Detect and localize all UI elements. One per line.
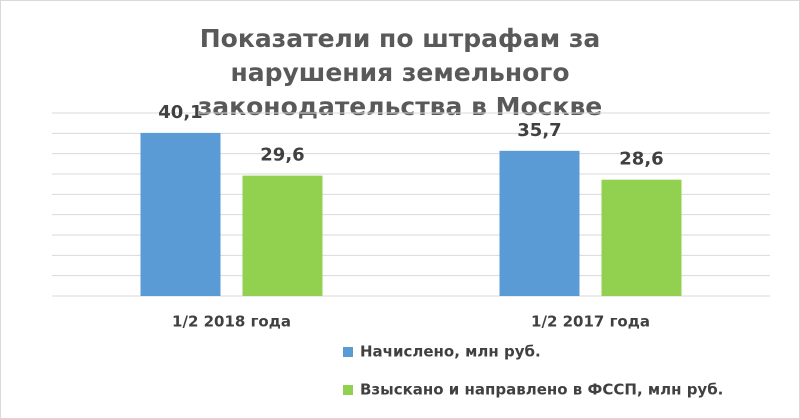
legend-swatch [343, 347, 353, 357]
legend-swatch [343, 385, 353, 395]
x-tick-label: 1/2 2018 года [172, 313, 291, 331]
value-label: 40,1 [158, 102, 202, 123]
bar [601, 179, 682, 296]
value-label: 29,6 [260, 145, 304, 166]
bar [499, 150, 580, 296]
bar [242, 175, 323, 296]
value-label: 28,6 [619, 149, 663, 170]
x-tick-label: 1/2 2017 года [531, 313, 650, 331]
chart-title: Показатели по штрафам за нарушения земел… [197, 24, 603, 121]
legend-label: Начислено, млн руб. [360, 343, 541, 361]
value-label: 35,7 [517, 120, 561, 141]
legend-label: Взыскано и направлено в ФССП, млн руб. [360, 381, 723, 399]
bar [140, 132, 221, 296]
